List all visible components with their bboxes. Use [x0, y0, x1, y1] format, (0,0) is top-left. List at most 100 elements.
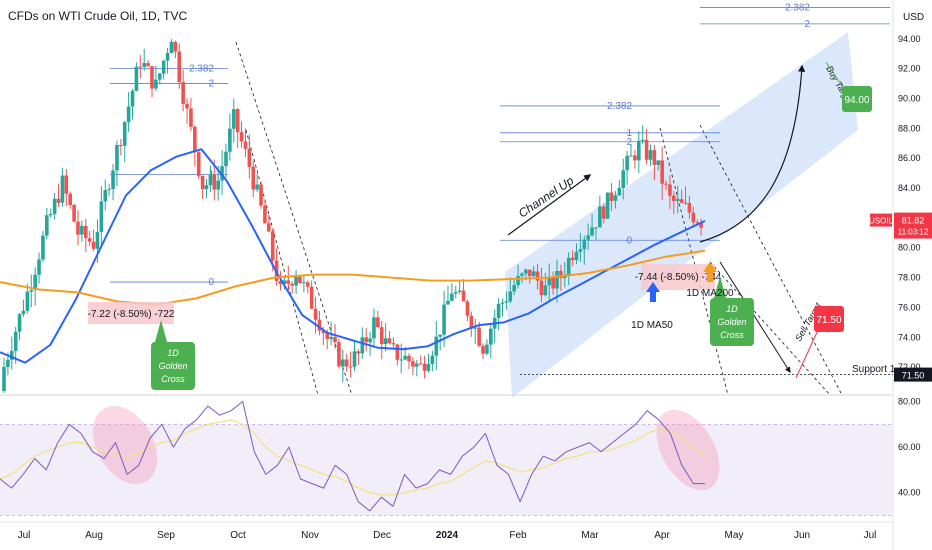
time-tick-9: Apr	[654, 530, 670, 541]
candle-body	[17, 314, 22, 332]
candle-body	[640, 139, 645, 141]
candle-body	[383, 338, 388, 345]
price-tick-4: 80.00	[898, 243, 921, 253]
right-fib-label-0: 2.382	[785, 2, 810, 13]
right-fib-label-1: 2	[804, 19, 810, 30]
candle-body	[450, 293, 454, 301]
candle-body	[72, 205, 76, 222]
candle-body	[302, 282, 306, 284]
candle-body	[489, 328, 493, 345]
candle-body	[683, 202, 688, 204]
candle-body	[360, 337, 365, 354]
candle-body	[325, 333, 330, 339]
candle-body	[442, 304, 446, 335]
price-tick-7: 86.00	[898, 153, 921, 163]
candle-body	[457, 290, 462, 293]
candle-body	[177, 51, 182, 83]
candle-body	[660, 160, 664, 184]
candle-body	[181, 82, 185, 104]
change-text-right: -7.44 (-8.50%) -744	[635, 272, 722, 283]
ma50-arrow	[646, 282, 660, 302]
candle-body	[691, 212, 696, 223]
buy-pointer	[825, 61, 843, 87]
candle-body	[138, 66, 143, 68]
candle-body	[13, 331, 18, 351]
price-tick-9: 90.00	[898, 94, 921, 104]
usoil-label: USOIL	[869, 217, 894, 226]
channel-down-line-2	[659, 127, 729, 396]
candle-body	[157, 73, 162, 80]
golden-cross-right-l2: Golden	[717, 317, 746, 327]
candle-body	[294, 276, 298, 286]
candle-body	[547, 276, 552, 286]
time-tick-0: Jul	[18, 530, 31, 541]
candle-body	[68, 193, 73, 206]
golden-cross-left-l3: Cross	[161, 374, 185, 384]
candle-body	[251, 166, 256, 190]
candle-body	[41, 235, 45, 260]
candle-body	[130, 90, 135, 107]
candle-body	[535, 271, 540, 281]
candle-body	[337, 342, 341, 367]
candle-body	[21, 310, 26, 315]
candle-body	[481, 345, 485, 354]
candle-body	[231, 109, 236, 129]
candle-body	[500, 302, 505, 304]
candle-body	[212, 174, 217, 190]
candle-body	[298, 276, 302, 283]
candle-body	[559, 270, 563, 278]
candle-body	[648, 150, 653, 160]
candle-body	[430, 355, 435, 365]
candle-body	[527, 269, 532, 277]
candle-body	[154, 79, 158, 89]
rsi-tick-2: 80.00	[898, 397, 921, 407]
left-fib-label-0: 2.382	[189, 64, 214, 75]
channel-arrow	[507, 174, 592, 236]
rsi-tick-0: 40.00	[898, 488, 921, 498]
candle-body	[193, 126, 197, 153]
rsi-ma-line	[0, 419, 706, 496]
channel-label: Channel Up	[516, 173, 577, 220]
candle-body	[438, 334, 442, 337]
currency-label: USD	[903, 12, 925, 23]
price-tick-0: 72.00	[898, 362, 921, 372]
time-tick-8: Mar	[581, 530, 599, 541]
candle-body	[504, 301, 509, 303]
candle-body	[48, 213, 53, 216]
candle-body	[594, 227, 598, 229]
candle-body	[235, 109, 240, 133]
candle-body	[243, 141, 248, 149]
candle-body	[453, 292, 458, 294]
candle-body	[422, 363, 427, 371]
buy-price-box	[842, 86, 872, 112]
candle-body	[539, 280, 544, 296]
candle-body	[341, 359, 345, 367]
candle-body	[189, 108, 193, 127]
price-tick-11: 94.00	[898, 34, 921, 44]
candle-body	[282, 280, 287, 284]
candle-body	[356, 351, 361, 354]
candle-body	[524, 269, 528, 274]
candle-body	[531, 271, 536, 277]
candle-body	[434, 336, 439, 356]
candle-body	[485, 344, 489, 354]
candle-body	[586, 235, 590, 240]
golden-cross-left-pointer	[155, 320, 167, 342]
candle-body	[111, 170, 115, 190]
projection-curve	[699, 64, 806, 243]
candle-body	[629, 155, 633, 157]
candle-body	[103, 189, 108, 202]
candle-body	[379, 327, 384, 345]
candle-body	[574, 251, 579, 261]
price-tick-6: 84.00	[898, 183, 921, 193]
candle-body	[520, 273, 524, 276]
candle-body	[368, 338, 372, 343]
rsi-line	[0, 401, 705, 512]
candle-body	[364, 337, 368, 343]
candle-body	[333, 337, 337, 343]
candle-body	[609, 192, 614, 201]
candle-body	[590, 227, 594, 236]
mid-fib-label-3: 0	[626, 235, 632, 246]
channel-down-line-1	[245, 129, 319, 396]
